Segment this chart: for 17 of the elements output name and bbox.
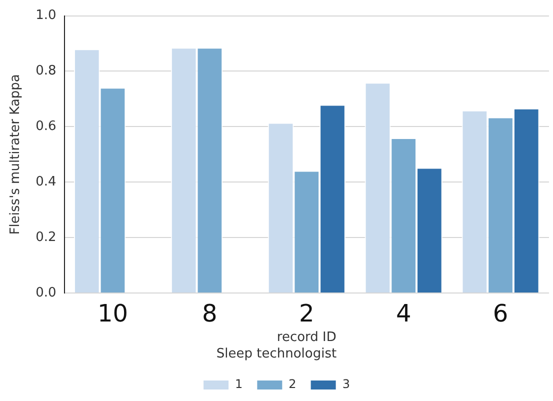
y-axis-title: Fleiss's multirater Kappa [8, 74, 24, 235]
legend-label: 2 [288, 377, 296, 392]
y-tick-label: 0.4 [36, 174, 56, 190]
x-tick-label: 4 [396, 300, 412, 328]
x-tick-label: 8 [202, 300, 218, 328]
x-tick-label: 10 [97, 300, 128, 328]
y-tick-label: 1.0 [36, 8, 56, 24]
y-tick-label: 0.6 [36, 119, 56, 134]
x-axis-title: record ID [276, 330, 336, 345]
legend-title: Sleep technologist [216, 346, 337, 362]
y-tick-label: 0.8 [36, 64, 56, 79]
legend-label: 1 [235, 377, 243, 392]
y-tick-label: 0.0 [36, 285, 56, 300]
x-tick-label: 6 [492, 300, 508, 328]
legend-label: 3 [342, 377, 350, 392]
x-tick-label: 2 [298, 300, 314, 328]
y-tick-label: 0.2 [36, 230, 56, 245]
